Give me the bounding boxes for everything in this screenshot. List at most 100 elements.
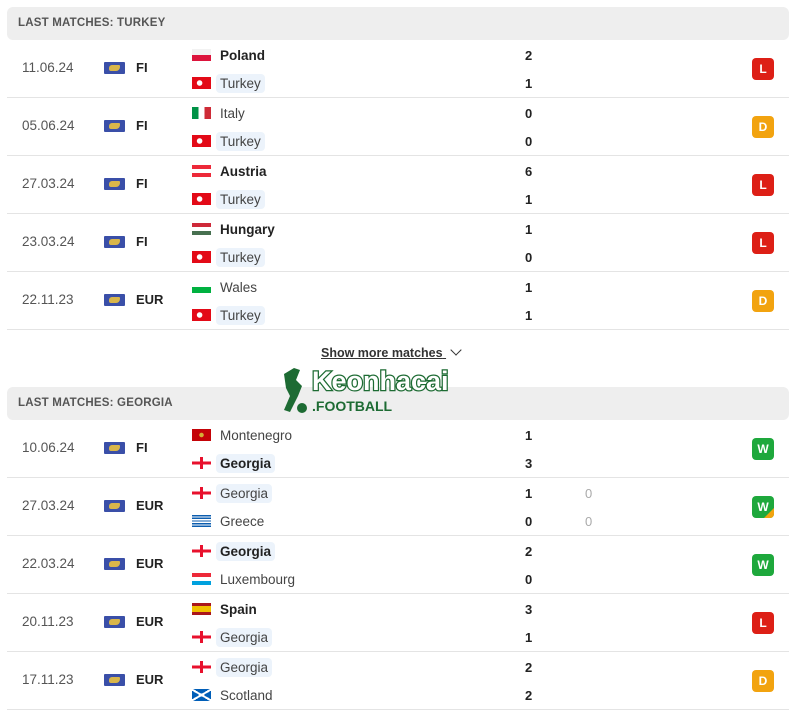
match-row[interactable]: 27.03.24 FI Austria Turkey 6 1 L: [7, 156, 789, 214]
competition-label: FI: [136, 176, 148, 191]
team-away[interactable]: Turkey: [192, 72, 265, 94]
turkey-flag-icon: [192, 135, 211, 147]
world-competition-icon: [104, 674, 125, 686]
team-away[interactable]: Luxembourg: [192, 568, 299, 590]
match-row[interactable]: 17.11.23 EUR Georgia Scotland 2 2 D: [7, 652, 789, 710]
team-home[interactable]: Wales: [192, 276, 261, 298]
team-name: Austria: [220, 163, 267, 179]
team-home[interactable]: Austria: [192, 160, 271, 182]
turkey-flag-icon: [192, 77, 211, 89]
match-date: 22.03.24: [22, 556, 75, 571]
match-row[interactable]: 22.03.24 EUR Georgia Luxembourg 2 0 W: [7, 536, 789, 594]
team-home[interactable]: Hungary: [192, 218, 279, 240]
world-competition-icon: [104, 500, 125, 512]
team-home[interactable]: Italy: [192, 102, 249, 124]
team-home[interactable]: Georgia: [192, 656, 273, 678]
team-name: Greece: [220, 513, 265, 529]
team-name: Wales: [220, 279, 258, 295]
world-competition-icon: [104, 616, 125, 628]
result-badge: D: [752, 116, 774, 138]
wales-flag-icon: [192, 281, 211, 293]
georgia-flag-icon: [192, 457, 211, 469]
poland-flag-icon: [192, 49, 211, 61]
georgia-flag-icon: [192, 661, 211, 673]
match-row[interactable]: 20.11.23 EUR Spain Georgia 3 1 L: [7, 594, 789, 652]
home-score: 2: [525, 660, 533, 675]
result-badge: L: [752, 174, 774, 196]
georgia-flag-icon: [192, 487, 211, 499]
match-row[interactable]: 10.06.24 FI Montenegro Georgia 1 3 W: [7, 420, 789, 478]
competition-label: FI: [136, 60, 148, 75]
svg-text:Keonhacai: Keonhacai: [312, 366, 449, 396]
home-score: 1: [525, 280, 533, 295]
team-name: Spain: [220, 601, 257, 617]
team-away[interactable]: Scotland: [192, 684, 277, 706]
chevron-down-icon: [450, 344, 462, 356]
team-name: Scotland: [220, 687, 273, 703]
competition-label: EUR: [136, 556, 164, 571]
team-home[interactable]: Georgia: [192, 540, 276, 562]
team-name: Turkey: [216, 73, 265, 93]
team-away[interactable]: Greece: [192, 510, 268, 532]
svg-text:.FOOTBALL: .FOOTBALL: [312, 398, 393, 414]
austria-flag-icon: [192, 165, 211, 177]
match-date: 11.06.24: [22, 60, 74, 75]
match-row[interactable]: 22.11.23 EUR Wales Turkey 1 1 D: [7, 272, 789, 330]
team-away[interactable]: Georgia: [192, 626, 273, 648]
team-home[interactable]: Georgia: [192, 482, 273, 504]
competition-label: EUR: [136, 498, 164, 513]
result-badge: D: [752, 290, 774, 312]
turkey-flag-icon: [192, 193, 211, 205]
result-badge: W: [752, 554, 774, 576]
team-name: Luxembourg: [220, 571, 296, 587]
section-header: LAST MATCHES: GEORGIA: [7, 387, 789, 420]
turkey-flag-icon: [192, 309, 211, 321]
team-away[interactable]: Turkey: [192, 246, 265, 268]
georgia-flag-icon: [192, 545, 211, 557]
team-home[interactable]: Spain: [192, 598, 261, 620]
competition-label: FI: [136, 440, 148, 455]
greece-flag-icon: [192, 515, 211, 527]
match-date: 23.03.24: [22, 234, 75, 249]
team-away[interactable]: Georgia: [192, 452, 276, 474]
team-name: Italy: [220, 105, 245, 121]
team-name: Montenegro: [220, 427, 293, 443]
watermark-logo: Keonhacai .FOOTBALL: [284, 366, 450, 414]
italy-flag-icon: [192, 107, 211, 119]
match-date: 20.11.23: [22, 614, 74, 629]
home-score: 2: [525, 544, 533, 559]
show-more-matches-link[interactable]: Show more matches: [321, 344, 462, 360]
match-row[interactable]: 23.03.24 FI Hungary Turkey 1 0 L: [7, 214, 789, 272]
team-name: Turkey: [216, 189, 265, 209]
team-name: Turkey: [216, 305, 265, 325]
team-name: Turkey: [216, 131, 265, 151]
away-penalty-score: 0: [585, 514, 593, 529]
match-date: 22.11.23: [22, 292, 74, 307]
team-away[interactable]: Turkey: [192, 130, 265, 152]
world-competition-icon: [104, 558, 125, 570]
team-name: Georgia: [216, 453, 276, 473]
result-badge: L: [752, 612, 774, 634]
team-name: Georgia: [216, 483, 273, 503]
competition-label: EUR: [136, 672, 164, 687]
home-score: 1: [525, 486, 533, 501]
match-row[interactable]: 27.03.24 EUR Georgia Greece 1 0 0 0 W: [7, 478, 789, 536]
team-home[interactable]: Montenegro: [192, 424, 296, 446]
team-home[interactable]: Poland: [192, 44, 269, 66]
home-score: 6: [525, 164, 533, 179]
team-away[interactable]: Turkey: [192, 304, 265, 326]
away-score: 0: [525, 514, 533, 529]
team-name: Georgia: [216, 657, 273, 677]
result-badge: W: [752, 496, 774, 518]
scotland-flag-icon: [192, 689, 211, 701]
home-penalty-score: 0: [585, 486, 593, 501]
match-row[interactable]: 11.06.24 FI Poland Turkey 2 1 L: [7, 40, 789, 98]
home-score: 3: [525, 602, 533, 617]
match-date: 05.06.24: [22, 118, 75, 133]
georgia-flag-icon: [192, 631, 211, 643]
match-row[interactable]: 05.06.24 FI Italy Turkey 0 0 D: [7, 98, 789, 156]
team-away[interactable]: Turkey: [192, 188, 265, 210]
world-competition-icon: [104, 442, 125, 454]
result-badge: L: [752, 232, 774, 254]
competition-label: EUR: [136, 614, 164, 629]
